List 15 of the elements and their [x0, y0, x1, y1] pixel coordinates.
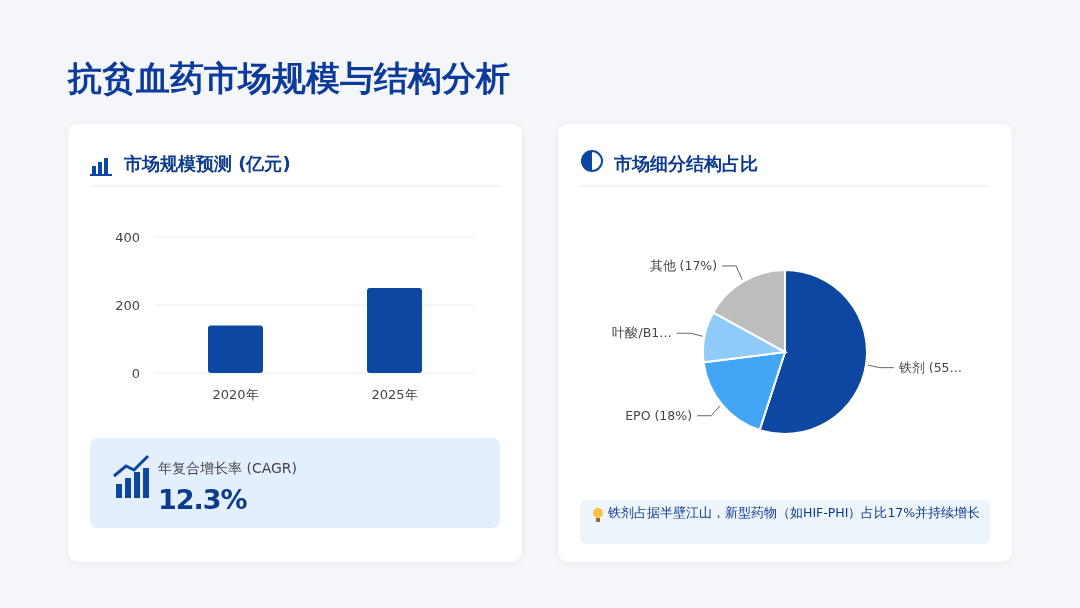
- x-tick-label: 2020年: [212, 387, 259, 402]
- chart-title: 市场规模预测 (亿元): [124, 152, 291, 176]
- slice-label: 其他 (17%): [649, 257, 718, 273]
- text: 铁剂占据半壁江山，新型药物（如HIF-PHI）占比17%并持续增长: [607, 504, 982, 522]
- y-tick-label: 0: [131, 366, 140, 381]
- text: 年复合增长率 (CAGR): [158, 460, 298, 478]
- text: 抗贫血药市场规模与结构分析: [68, 57, 510, 100]
- text: 12.3%: [158, 484, 247, 515]
- chart-title: 市场细分结构占比: [614, 152, 758, 176]
- slice-label: EPO (18%): [625, 407, 693, 423]
- y-tick-label: 400: [115, 230, 140, 245]
- slice-label: 叶酸/B1…: [612, 325, 672, 341]
- x-tick-label: 2025年: [371, 387, 418, 402]
- slice-label: 铁剂 (55…: [897, 359, 963, 375]
- y-tick-label: 200: [115, 298, 140, 313]
